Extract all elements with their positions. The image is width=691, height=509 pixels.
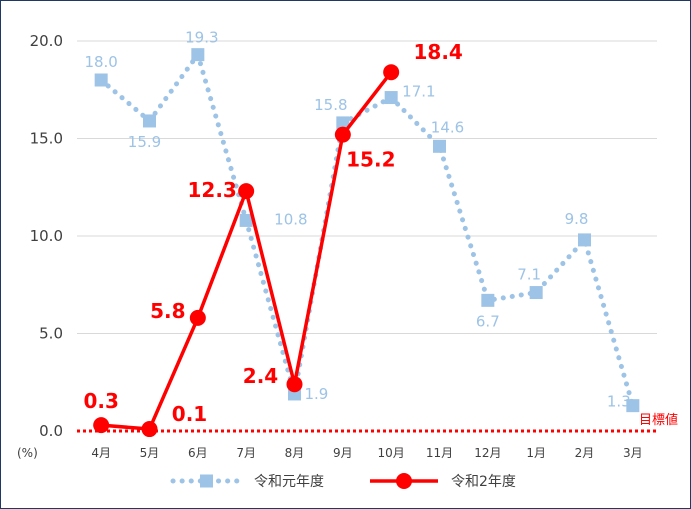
series1-point: [143, 114, 156, 128]
series1-point: [481, 293, 495, 307]
series1-point: [433, 139, 446, 153]
legend-series1-label: 令和元年度: [254, 474, 324, 490]
x-tick-label: 12月: [474, 446, 501, 460]
x-tick-label: 10月: [378, 446, 405, 460]
x-tick-label: 11月: [426, 446, 453, 460]
series2-data-label: 5.8: [150, 299, 185, 323]
x-tick-label: 2月: [575, 446, 595, 460]
series2-point: [141, 421, 158, 438]
series1-data-label: 7.1: [517, 266, 541, 284]
series1-point: [578, 233, 591, 247]
series2-data-label: 0.1: [172, 402, 207, 426]
series2-point: [286, 376, 303, 393]
series2-data-label: 12.3: [187, 178, 236, 202]
series2-data-label: 15.2: [346, 148, 395, 172]
y-tick-label: 5.0: [39, 325, 63, 343]
series1-data-label: 15.9: [128, 133, 161, 151]
series1-point: [336, 116, 350, 130]
series1-point: [191, 48, 205, 62]
x-tick-label: 7月: [236, 446, 256, 460]
series1-point: [384, 91, 398, 105]
target-line-label: 目標値: [639, 412, 678, 428]
series2-point: [383, 64, 400, 81]
series2-data-label: 2.4: [243, 364, 278, 388]
legend-series2-label: 令和2年度: [451, 474, 516, 490]
series1-data-label: 1.3: [607, 393, 631, 411]
series2-point: [334, 126, 351, 143]
x-tick-label: 6月: [188, 446, 208, 460]
x-tick-label: 8月: [285, 446, 305, 460]
y-axis-ticks: 0.0 5.0 10.0 15.0 20.0: [30, 32, 63, 440]
x-tick-label: 3月: [623, 446, 643, 460]
series1-data-label: 1.9: [305, 385, 329, 403]
series1-data-label: 18.0: [84, 53, 117, 71]
series1-point: [94, 73, 108, 87]
series2-point: [189, 309, 206, 326]
gridlines: [77, 40, 657, 334]
series1-data-label: 19.3: [185, 29, 218, 47]
y-tick-label: 20.0: [30, 32, 63, 50]
legend: 令和元年度 令和2年度: [170, 473, 516, 490]
series2-point: [238, 183, 255, 200]
series1-data-label: 9.8: [565, 210, 589, 228]
series1-line: [98, 49, 636, 409]
legend-series1-marker: [200, 474, 213, 488]
x-tick-label: 5月: [140, 446, 160, 460]
series2-point: [93, 417, 110, 434]
series-reiwa-2: 0.3 0.1 5.8 12.3 2.4 15.2 18.4: [83, 40, 463, 438]
series1-point: [239, 213, 253, 227]
series1-data-label: 10.8: [274, 210, 307, 228]
series1-point: [529, 286, 543, 300]
y-tick-label: 15.0: [30, 130, 63, 148]
series1-data-label: 15.8: [314, 96, 347, 114]
series1-data-label: 6.7: [476, 312, 500, 330]
series1-point: [626, 399, 640, 413]
series2-data-label: 18.4: [413, 40, 462, 64]
series1-data-label: 14.6: [431, 118, 464, 136]
x-axis-ticks: 4月 5月 6月 7月 8月 9月 10月 11月 12月 1月 2月 3月: [91, 446, 642, 460]
legend-series2-marker: [396, 473, 412, 489]
y-tick-label: 0.0: [39, 422, 63, 440]
series2-data-label: 0.3: [83, 389, 118, 413]
y-axis-unit-label: (%): [17, 446, 38, 460]
x-tick-label: 9月: [333, 446, 353, 460]
x-tick-label: 4月: [91, 446, 111, 460]
series1-data-label: 17.1: [402, 83, 435, 101]
y-tick-label: 10.0: [30, 227, 63, 245]
x-tick-label: 1月: [526, 446, 546, 460]
series-reiwa-gan: 18.0 15.9 19.3 10.8 1.9 15.8 17.1 14.6 6.7 7.1 9.8…: [84, 29, 640, 413]
